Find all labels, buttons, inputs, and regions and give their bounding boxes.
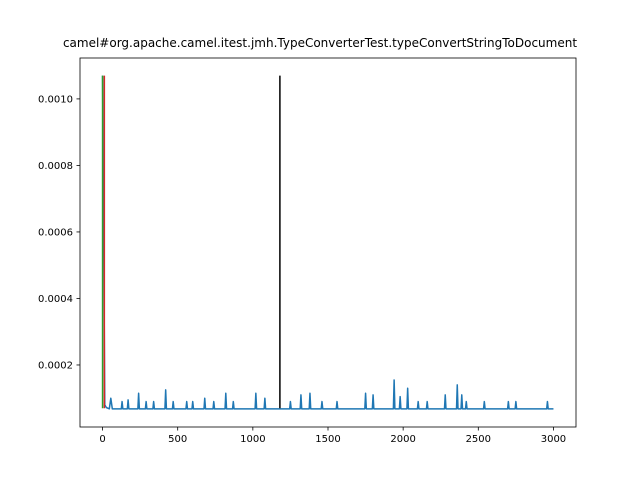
- series-line: [101, 75, 554, 410]
- x-tick-label: 3000: [541, 434, 566, 445]
- x-tick-label: 0: [99, 434, 105, 445]
- y-tick-label: 0.0002: [38, 360, 73, 371]
- y-tick-label: 0.0010: [38, 94, 73, 105]
- chart-title: camel#org.apache.camel.itest.jmh.TypeCon…: [63, 36, 577, 50]
- x-tick-label: 2000: [390, 434, 415, 445]
- x-tick-label: 2500: [466, 434, 491, 445]
- x-tick-label: 1500: [315, 434, 340, 445]
- y-tick-label: 0.0006: [38, 227, 73, 238]
- x-tick-label: 500: [168, 434, 187, 445]
- y-tick-label: 0.0008: [38, 161, 73, 172]
- y-tick-label: 0.0004: [38, 294, 73, 305]
- x-tick-label: 1000: [240, 434, 265, 445]
